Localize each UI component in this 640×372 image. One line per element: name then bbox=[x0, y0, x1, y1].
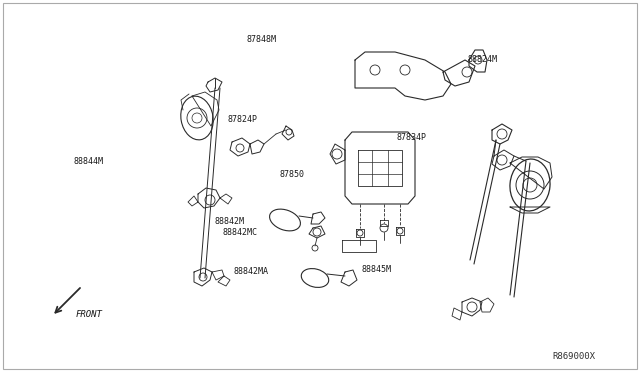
Text: 88842M: 88842M bbox=[214, 217, 244, 226]
Text: 88842MA: 88842MA bbox=[234, 267, 269, 276]
Text: 87834P: 87834P bbox=[397, 133, 427, 142]
Text: 87848M: 87848M bbox=[246, 35, 276, 44]
Text: FRONT: FRONT bbox=[76, 310, 102, 319]
Text: 88844M: 88844M bbox=[74, 157, 104, 166]
Text: R869000X: R869000X bbox=[552, 352, 595, 361]
Text: 88842MC: 88842MC bbox=[223, 228, 258, 237]
Text: 88824M: 88824M bbox=[467, 55, 497, 64]
Text: 88845M: 88845M bbox=[362, 265, 392, 274]
Text: 87850: 87850 bbox=[280, 170, 305, 179]
Text: 87824P: 87824P bbox=[227, 115, 257, 124]
